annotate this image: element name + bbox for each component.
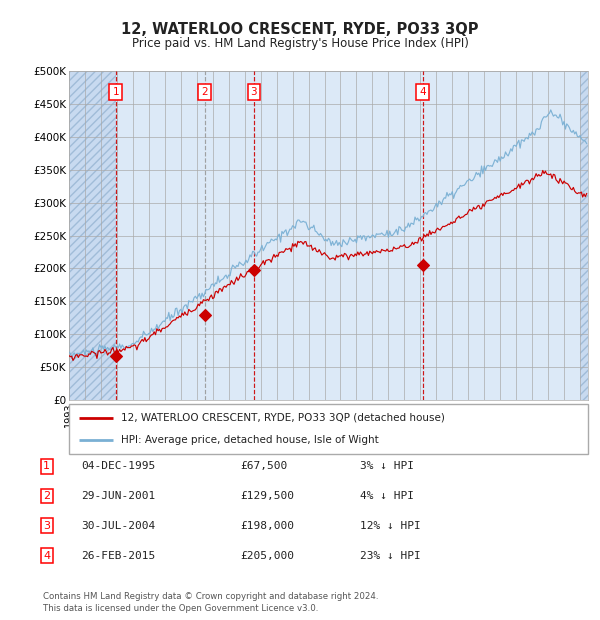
Text: 1: 1 [112,87,119,97]
Point [418,260,428,270]
Point [111,350,121,360]
Text: £198,000: £198,000 [240,521,294,531]
Text: Price paid vs. HM Land Registry's House Price Index (HPI): Price paid vs. HM Land Registry's House … [131,37,469,50]
Text: 29-JUN-2001: 29-JUN-2001 [81,491,155,501]
Text: 3: 3 [43,521,50,531]
Text: 12, WATERLOO CRESCENT, RYDE, PO33 3QP: 12, WATERLOO CRESCENT, RYDE, PO33 3QP [121,22,479,37]
Text: 2: 2 [201,87,208,97]
Text: 04-DEC-1995: 04-DEC-1995 [81,461,155,471]
Bar [580,71,588,400]
Point [249,265,259,275]
Text: 26-FEB-2015: 26-FEB-2015 [81,551,155,560]
Bar [580,71,588,400]
Text: HPI: Average price, detached house, Isle of Wight: HPI: Average price, detached house, Isle… [121,435,379,445]
Bar [69,71,116,400]
Text: 3% ↓ HPI: 3% ↓ HPI [360,461,414,471]
FancyBboxPatch shape [69,404,588,454]
Text: 3: 3 [251,87,257,97]
Text: £129,500: £129,500 [240,491,294,501]
Text: 12, WATERLOO CRESCENT, RYDE, PO33 3QP (detached house): 12, WATERLOO CRESCENT, RYDE, PO33 3QP (d… [121,413,445,423]
Point [200,310,209,320]
Text: 4: 4 [43,551,50,560]
Text: 4: 4 [419,87,426,97]
Text: 1: 1 [43,461,50,471]
Text: £205,000: £205,000 [240,551,294,560]
Text: £67,500: £67,500 [240,461,287,471]
Text: 4% ↓ HPI: 4% ↓ HPI [360,491,414,501]
Text: 2: 2 [43,491,50,501]
Text: Contains HM Land Registry data © Crown copyright and database right 2024.
This d: Contains HM Land Registry data © Crown c… [43,591,379,613]
Text: 12% ↓ HPI: 12% ↓ HPI [360,521,421,531]
Text: 23% ↓ HPI: 23% ↓ HPI [360,551,421,560]
Bar [69,71,116,400]
Text: 30-JUL-2004: 30-JUL-2004 [81,521,155,531]
